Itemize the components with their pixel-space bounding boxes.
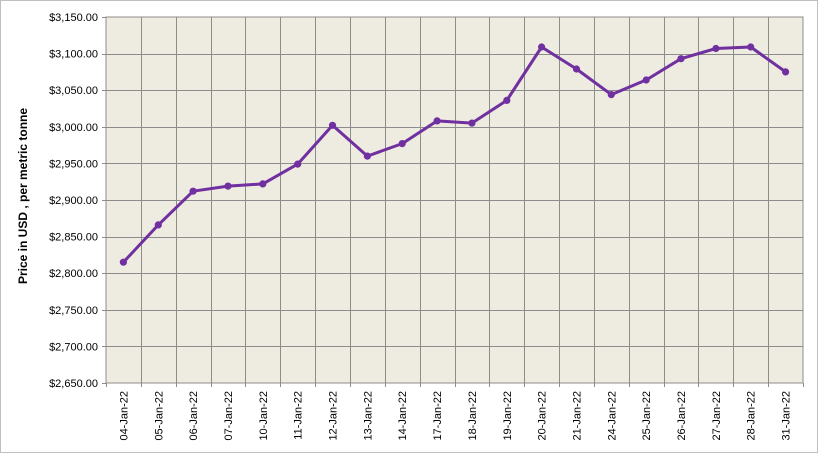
data-point <box>363 152 371 160</box>
data-point <box>328 121 337 129</box>
x-tick-label: 05-Jan-22 <box>153 391 165 441</box>
x-tick-label: 31-Jan-22 <box>781 391 793 441</box>
x-tick-label: 14-Jan-22 <box>397 391 409 441</box>
x-axis-tick-labels: 04-Jan-22 05-Jan-22 06-Jan-22 07-Jan-22 10-J… <box>118 391 792 441</box>
x-tick-label: 17-Jan-22 <box>432 391 444 441</box>
data-point <box>433 117 441 125</box>
data-point <box>572 65 581 73</box>
data-point <box>503 96 511 104</box>
x-tick-label: 26-Jan-22 <box>676 391 688 441</box>
y-tick-label: $3,100.00 <box>49 49 98 61</box>
data-point <box>224 182 232 190</box>
y-tick-label: $3,150.00 <box>49 12 98 24</box>
y-tick-label: $2,700.00 <box>49 341 98 353</box>
x-tick-label: 19-Jan-22 <box>502 391 514 441</box>
y-tick-label: $2,900.00 <box>49 195 98 207</box>
y-tick-label: $2,650.00 <box>49 378 98 390</box>
y-tick-label: $2,850.00 <box>49 232 98 244</box>
x-tick-label: 18-Jan-22 <box>467 391 479 441</box>
x-tick-label: 13-Jan-22 <box>362 391 374 441</box>
data-point <box>677 55 685 63</box>
data-point <box>782 68 790 76</box>
x-tick-label: 21-Jan-22 <box>571 391 583 441</box>
data-point <box>294 160 302 168</box>
y-tick-label: $3,000.00 <box>49 122 98 134</box>
x-tick-label: 25-Jan-22 <box>641 391 653 441</box>
x-tick-label: 24-Jan-22 <box>606 391 618 441</box>
x-tick-label: 27-Jan-22 <box>711 391 723 441</box>
data-point <box>747 43 755 51</box>
data-point <box>642 76 650 84</box>
data-point <box>154 221 162 229</box>
x-tick-label: 06-Jan-22 <box>188 391 200 441</box>
x-tick-label: 20-Jan-22 <box>537 391 549 441</box>
series-line <box>122 45 787 264</box>
data-point <box>712 44 720 53</box>
data-point <box>538 43 546 51</box>
y-tick-label: $2,750.00 <box>49 305 98 317</box>
grid-lines <box>102 17 804 387</box>
data-point <box>119 258 127 266</box>
x-tick-label: 11-Jan-22 <box>293 391 305 440</box>
data-point <box>398 140 406 148</box>
x-tick-label: 10-Jan-22 <box>258 391 270 441</box>
y-tick-label: $3,050.00 <box>49 85 98 97</box>
x-tick-label: 12-Jan-22 <box>328 391 340 441</box>
data-point <box>468 119 476 127</box>
data-point <box>607 91 615 99</box>
x-tick-label: 04-Jan-22 <box>118 391 130 441</box>
data-point <box>189 187 197 195</box>
y-axis-title: Price in USD , per metric tonne <box>16 108 30 284</box>
y-axis-tick-labels: $2,650.00 $2,700.00 $2,750.00 $2,800.00 $2,8… <box>49 12 98 390</box>
data-point <box>259 180 267 188</box>
x-tick-label: 07-Jan-22 <box>223 391 235 441</box>
x-tick-label: 28-Jan-22 <box>746 391 758 441</box>
series-layer <box>119 43 790 266</box>
y-tick-label: $2,800.00 <box>49 268 98 280</box>
y-tick-label: $2,950.00 <box>49 158 98 170</box>
